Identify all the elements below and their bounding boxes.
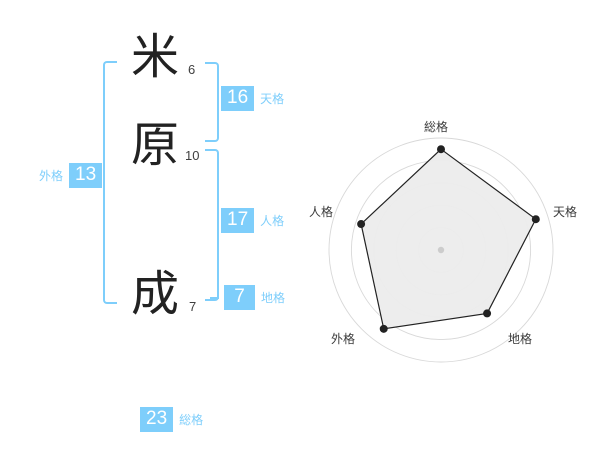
stroke-count-3: 7 xyxy=(189,299,197,314)
bracket-gaikaku xyxy=(103,61,117,304)
radar-chart-svg xyxy=(328,137,554,363)
score-tenkaku[interactable]: 16 天格 xyxy=(221,86,284,111)
kanji-character-3: 成 xyxy=(131,266,180,322)
score-tenkaku-value: 16 xyxy=(221,86,255,111)
score-tenkaku-label: 天格 xyxy=(260,92,285,106)
bracket-tenkaku xyxy=(205,62,219,142)
score-chikaku-label: 地格 xyxy=(261,291,286,305)
radar-label-soukaku: 総格 xyxy=(424,120,449,134)
score-jinkaku[interactable]: 17 人格 xyxy=(221,208,284,233)
score-jinkaku-label: 人格 xyxy=(260,214,285,228)
score-jinkaku-value: 17 xyxy=(221,208,255,233)
radar-chart-panel: 総格 天格 地格 外格 人格 xyxy=(300,0,600,470)
radar-data-area xyxy=(360,148,537,330)
radar-data-points xyxy=(357,145,540,333)
radar-label-gaikaku: 外格 xyxy=(331,332,356,346)
bracket-jinkaku xyxy=(205,149,219,301)
score-gaikaku[interactable]: 外格 13 xyxy=(39,163,103,188)
score-chikaku-value: 7 xyxy=(224,285,255,310)
score-gaikaku-value: 13 xyxy=(69,163,103,188)
score-soukaku-value: 23 xyxy=(140,407,174,432)
radar-label-tenkaku: 天格 xyxy=(553,205,578,219)
radar-label-chikaku: 地格 xyxy=(508,332,533,346)
score-chikaku[interactable]: 7 地格 xyxy=(224,285,285,310)
radar-label-jinkaku: 人格 xyxy=(309,205,334,219)
score-soukaku[interactable]: 23 総格 xyxy=(140,407,203,432)
score-gaikaku-label: 外格 xyxy=(39,169,64,183)
score-soukaku-label: 総格 xyxy=(179,413,204,427)
kanji-character-1: 米 xyxy=(131,29,180,85)
radar-center-dot xyxy=(437,246,445,254)
stroke-count-1: 6 xyxy=(188,62,196,77)
tick-chikaku xyxy=(210,297,219,299)
name-breakdown-panel: 米 6 原 10 成 7 16 天格 17 人格 7 地格 外格 13 xyxy=(39,29,285,432)
kanji-character-2: 原 xyxy=(131,117,180,173)
stroke-count-2: 10 xyxy=(185,148,200,163)
